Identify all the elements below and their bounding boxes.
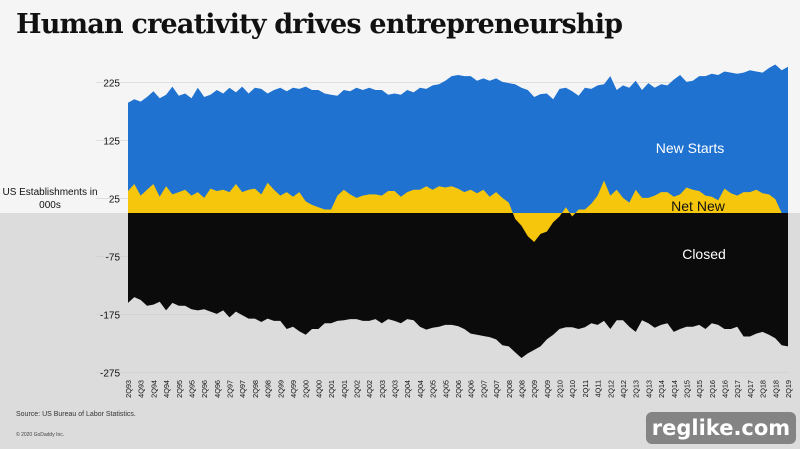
x-tick-label: 4Q01 (340, 380, 349, 398)
x-tick-label: 2Q02 (353, 380, 362, 398)
x-tick-label: 2Q01 (327, 380, 336, 398)
x-tick-label: 4Q10 (568, 380, 577, 398)
x-tick-label: 4Q93 (137, 380, 146, 398)
x-tick-label: 2Q14 (657, 380, 666, 398)
x-tick-label: 2Q11 (581, 380, 590, 397)
page-title: Human creativity drives entrepreneurship (16, 9, 623, 40)
x-tick-label: 2Q04 (403, 380, 412, 398)
x-tick-label: 2Q06 (454, 380, 463, 398)
x-tick-label: 4Q98 (264, 380, 273, 398)
x-tick-label: 2Q03 (378, 380, 387, 398)
x-tick-label: 4Q07 (492, 380, 501, 398)
copyright-note: © 2020 GoDaddy Inc. (16, 432, 65, 438)
x-tick-label: 4Q03 (391, 380, 400, 398)
x-tick-label: 2Q96 (200, 380, 209, 398)
x-tick-label: 2Q97 (226, 380, 235, 398)
y-tick-label: -275 (100, 369, 120, 380)
y-tick-label: 25 (109, 195, 121, 206)
x-tick-label: 2Q05 (429, 380, 438, 398)
x-tick-label: 2Q07 (479, 380, 488, 398)
x-tick-label: 4Q99 (289, 380, 298, 398)
x-tick-label: 4Q97 (238, 380, 247, 398)
x-tick-label: 4Q13 (644, 380, 653, 398)
x-tick-label: 4Q12 (619, 380, 628, 398)
x-tick-label: 2Q95 (175, 380, 184, 398)
y-axis-label: US Establishments in 000s (2, 187, 98, 211)
y-tick-label: 225 (103, 79, 120, 90)
x-tick-label: 2Q08 (505, 380, 514, 398)
x-tick-label: 2Q17 (733, 380, 742, 398)
x-tick-label: 4Q95 (188, 380, 197, 398)
net-new-area (128, 180, 788, 242)
axes: 225 125 25 -75 -175 -275 2Q93 4Q93 2Q94 4Q94 2Q95 4… (100, 79, 793, 398)
closed-area (128, 213, 788, 358)
x-tick-label: 2Q98 (251, 380, 260, 398)
x-tick-label: 4Q94 (162, 380, 171, 398)
new-starts-area (128, 64, 788, 213)
area-series (128, 64, 788, 358)
x-tick-label: 4Q18 (771, 380, 780, 398)
x-tick-label: 4Q14 (670, 380, 679, 398)
y-tick-label: -175 (100, 311, 120, 322)
x-tick-label: 2Q19 (784, 380, 793, 398)
x-tick-label: 4Q00 (314, 380, 323, 398)
x-tick-label: 4Q15 (695, 380, 704, 398)
watermark-logo: reglike.com (646, 412, 796, 444)
x-tick-label: 4Q05 (441, 380, 450, 398)
x-tick-label: 2Q94 (149, 380, 158, 398)
closed-label: Closed (682, 246, 726, 262)
series-labels: New Starts Net New Closed (656, 140, 726, 262)
new-starts-label: New Starts (656, 140, 724, 156)
x-tick-label: 4Q06 (467, 380, 476, 398)
x-tick-label: 2Q16 (708, 380, 717, 398)
net-new-label: Net New (671, 198, 726, 214)
x-tick-label: 4Q09 (543, 380, 552, 398)
y-tick-label: 125 (103, 137, 120, 148)
x-tick-label: 2Q12 (606, 380, 615, 398)
x-tick-label: 2Q13 (632, 380, 641, 398)
x-tick-label: 2Q93 (124, 380, 133, 398)
x-tick-label: 4Q16 (721, 380, 730, 398)
y-tick-label: -75 (106, 253, 121, 264)
x-tick-label: 4Q08 (518, 380, 527, 398)
x-tick-label: 4Q04 (416, 380, 425, 398)
x-tick-label: 4Q96 (213, 380, 222, 398)
x-tick-label: 4Q17 (746, 380, 755, 398)
x-tick-label: 2Q10 (556, 380, 565, 398)
x-tick-label: 2Q15 (683, 380, 692, 398)
x-tick-label: 2Q09 (530, 380, 539, 398)
x-tick-label: 4Q02 (365, 380, 374, 398)
x-tick-label: 2Q99 (276, 380, 285, 398)
x-tick-label: 2Q00 (302, 380, 311, 398)
source-note: Source: US Bureau of Labor Statistics. (16, 411, 136, 418)
x-tick-label: 4Q11 (594, 380, 603, 397)
x-tick-label: 2Q18 (759, 380, 768, 398)
